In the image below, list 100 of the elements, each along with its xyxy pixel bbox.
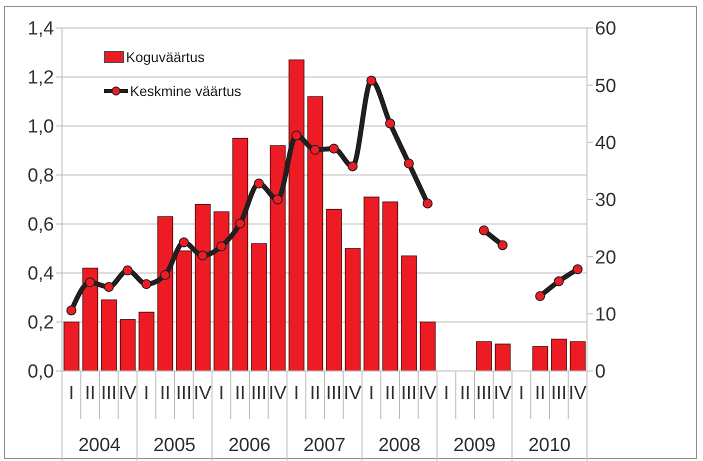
point — [366, 76, 376, 86]
point — [422, 198, 433, 208]
bar — [551, 338, 567, 371]
text: 2009 — [453, 435, 496, 456]
x-tick-label: I — [68, 383, 74, 404]
bar — [570, 341, 586, 371]
bar — [532, 346, 548, 371]
x-tick-label: IV — [494, 383, 512, 404]
point — [291, 130, 302, 140]
x-tick-label: IV — [418, 383, 437, 404]
bar — [232, 138, 248, 371]
point — [178, 237, 189, 248]
point — [385, 118, 396, 128]
x-tick-label: III — [550, 383, 567, 404]
x-tick-label: I — [144, 383, 150, 404]
bar — [251, 243, 267, 371]
y2-tick-label: 40 — [595, 133, 616, 154]
y2-tick-label: 0 — [595, 362, 606, 383]
x-tick-label: II — [234, 383, 246, 404]
point — [141, 279, 152, 290]
point — [478, 225, 489, 236]
x-tick-label: III — [100, 383, 117, 404]
bar — [476, 341, 492, 371]
bar — [194, 204, 211, 371]
bar — [270, 145, 286, 371]
legend-label: Keskmine väärtus — [130, 82, 242, 101]
point — [216, 241, 226, 252]
x-tick-label: III — [400, 383, 417, 404]
y2-tick-label: 60 — [595, 18, 616, 40]
point — [498, 240, 508, 250]
x-tick-label: IV — [344, 383, 362, 404]
y-tick-label: 0,8 — [28, 166, 54, 187]
y2-tick-label: 30 — [595, 190, 616, 212]
bar — [326, 208, 342, 371]
x-tick-label: II — [460, 383, 470, 404]
x-tick-label: I — [218, 383, 224, 404]
bar — [120, 319, 136, 371]
bar — [382, 202, 398, 371]
text: 2006 — [228, 435, 271, 456]
y-tick-label: 0,6 — [28, 214, 54, 236]
point — [198, 250, 208, 261]
y2-tick-label: 20 — [595, 247, 616, 268]
bar — [364, 196, 380, 371]
y2-tick-label: 10 — [595, 304, 616, 326]
text: 2005 — [153, 435, 196, 456]
point — [66, 305, 76, 316]
bar — [138, 312, 154, 371]
y-tick-label: 1,0 — [28, 116, 54, 138]
x-tick-label: I — [368, 383, 374, 404]
bar — [157, 216, 174, 371]
point — [122, 265, 133, 276]
x-tick-label: IV — [118, 383, 137, 404]
bar — [344, 248, 361, 371]
text: 2008 — [378, 435, 421, 456]
point — [272, 194, 283, 204]
bar — [82, 268, 98, 371]
x-tick-label: IV — [194, 383, 212, 404]
y-tick-label: 1,2 — [28, 68, 54, 89]
point — [554, 276, 564, 286]
point — [235, 218, 246, 229]
x-tick-label: II — [384, 383, 396, 404]
bar — [307, 96, 324, 371]
point — [310, 144, 320, 155]
x-tick-label: II — [534, 383, 546, 404]
x-tick-label: III — [476, 383, 492, 404]
x-tick-label: IV — [568, 383, 587, 404]
point — [348, 161, 358, 172]
bar — [288, 59, 304, 371]
point — [85, 277, 96, 288]
point — [535, 291, 546, 302]
y-tick-label: 0,0 — [28, 362, 54, 383]
y-tick-label: 0,4 — [28, 264, 54, 285]
point — [254, 178, 264, 188]
point — [572, 264, 583, 274]
legend-label: Koguväärtus — [126, 48, 205, 67]
x-tick-label: I — [294, 383, 300, 404]
bar — [494, 344, 511, 371]
x-tick-label: IV — [268, 383, 287, 404]
text: 2010 — [528, 435, 571, 456]
x-tick-label: III — [326, 383, 342, 404]
text: 2004 — [78, 435, 122, 456]
bar — [101, 300, 117, 371]
x-tick-label: I — [444, 383, 450, 404]
bar — [420, 322, 436, 371]
point — [404, 158, 414, 168]
point — [328, 144, 339, 154]
x-tick-label: I — [518, 383, 524, 404]
bar — [401, 255, 417, 371]
point — [104, 282, 114, 292]
bar — [214, 211, 230, 371]
x-tick-label: III — [176, 383, 192, 404]
x-tick-label: III — [250, 383, 267, 404]
text: 2007 — [303, 435, 346, 456]
y2-tick-label: 50 — [595, 76, 616, 97]
bar — [64, 322, 80, 371]
bar — [176, 250, 192, 371]
x-tick-label: II — [160, 383, 170, 404]
x-tick-label: II — [84, 383, 96, 404]
point — [160, 270, 170, 280]
y-tick-label: 0,2 — [28, 312, 54, 334]
